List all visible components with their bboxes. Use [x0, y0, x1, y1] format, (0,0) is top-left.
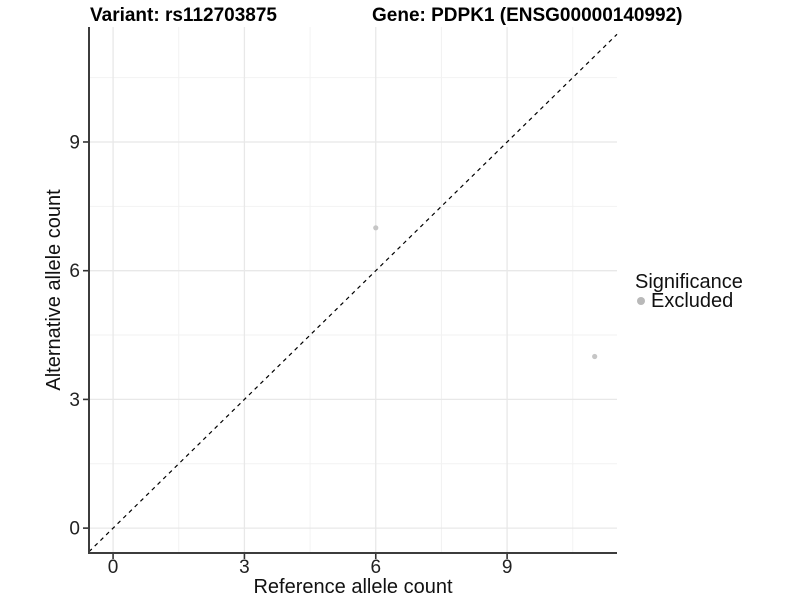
- plot-title-gene: Gene: PDPK1 (ENSG00000140992): [372, 5, 683, 26]
- y-tick-label: 0: [69, 519, 80, 540]
- legend-entry-label: Excluded: [651, 290, 733, 312]
- plot-title-variant: Variant: rs112703875: [90, 5, 277, 26]
- identity-line: [88, 33, 618, 553]
- x-axis-title: Reference allele count: [253, 576, 452, 598]
- plot-panel: 0 3 6 9 0 3 6 9: [69, 27, 618, 578]
- data-point: [592, 353, 598, 360]
- legend-title: Significance: [635, 271, 743, 293]
- x-tick-label: 0: [108, 557, 119, 578]
- y-tick-label: 6: [69, 261, 80, 282]
- x-tick-label: 6: [370, 557, 381, 578]
- legend: Significance Excluded: [635, 271, 743, 312]
- x-tick-label: 3: [239, 557, 250, 578]
- legend-key-dot-icon: [637, 297, 645, 305]
- data-point: [373, 225, 379, 231]
- x-tick-label: 9: [502, 557, 513, 578]
- axis-lines: [88, 27, 617, 554]
- y-tick-label: 3: [69, 390, 80, 411]
- y-axis-title: Alternative allele count: [43, 189, 65, 391]
- y-tick-label: 9: [69, 132, 80, 153]
